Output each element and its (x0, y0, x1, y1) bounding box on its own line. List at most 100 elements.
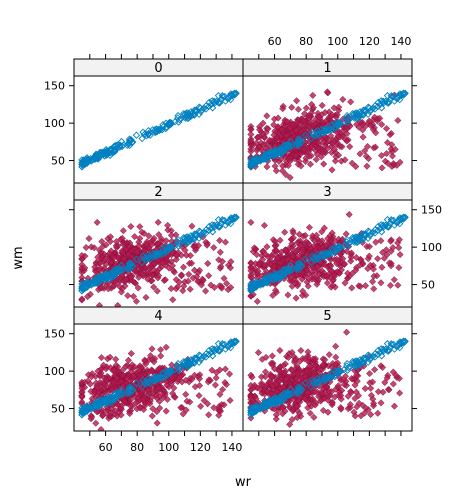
observed-point (320, 128, 328, 137)
observed-point (277, 145, 285, 153)
imputed-point (157, 346, 165, 354)
imputed-point (291, 356, 299, 364)
imputed-point (97, 371, 105, 379)
observed-point (197, 355, 205, 364)
imputed-point (378, 263, 386, 271)
imputed-point (250, 244, 258, 252)
imputed-point (254, 267, 262, 275)
imputed-point (284, 291, 292, 299)
imputed-point (106, 237, 114, 246)
observed-point (153, 127, 161, 136)
imputed-point (95, 301, 104, 307)
imputed-point (390, 276, 398, 284)
observed-point (322, 375, 330, 384)
imputed-point (311, 388, 319, 396)
imputed-point (311, 355, 319, 363)
y-tick-label-right: 50 (421, 279, 435, 292)
imputed-point (176, 373, 184, 381)
imputed-point (377, 279, 385, 287)
observed-point (295, 385, 303, 394)
imputed-point (370, 399, 378, 407)
observed-point (217, 219, 225, 228)
imputed-point (264, 253, 272, 261)
imputed-point (150, 234, 158, 242)
imputed-point (136, 404, 144, 412)
observed-point (334, 244, 342, 252)
imputed-point (348, 375, 356, 383)
imputed-point (145, 269, 153, 277)
imputed-point (148, 345, 156, 353)
observed-point (230, 89, 238, 98)
imputed-point (395, 236, 403, 244)
imputed-point (251, 381, 259, 389)
x-tick-label: 140 (221, 441, 242, 454)
imputed-point (365, 252, 373, 260)
imputed-point (163, 381, 171, 389)
observed-point (197, 231, 205, 240)
imputed-point (205, 376, 213, 384)
observed-point (93, 278, 101, 287)
observed-point (287, 390, 295, 399)
observed-point (126, 261, 134, 270)
panel-label: 2 (154, 185, 162, 200)
imputed-point (388, 152, 397, 160)
imputed-point (138, 270, 147, 278)
observed-point (207, 348, 215, 357)
observed-point (367, 230, 375, 238)
observed-point (367, 354, 375, 362)
observed-point (184, 362, 192, 371)
observed-point (227, 214, 235, 222)
imputed-point (305, 400, 314, 408)
imputed-point (134, 284, 142, 292)
imputed-point (348, 159, 356, 167)
imputed-point (322, 242, 330, 250)
imputed-point (268, 352, 276, 360)
imputed-point (356, 261, 364, 269)
imputed-point (294, 160, 302, 168)
imputed-point (126, 410, 134, 418)
observed-point (285, 389, 293, 397)
imputed-point (205, 272, 213, 280)
imputed-point (377, 237, 385, 245)
imputed-point (269, 382, 277, 390)
observed-point (118, 390, 126, 399)
imputed-point (361, 282, 370, 290)
imputed-point (132, 297, 140, 305)
imputed-point (269, 291, 277, 299)
imputed-point (186, 285, 194, 293)
imputed-point (365, 243, 374, 251)
observed-point (320, 376, 328, 385)
y-axis-label: wm (11, 246, 26, 269)
imputed-point (378, 164, 386, 172)
imputed-point (172, 276, 180, 284)
imputed-point (339, 255, 347, 263)
imputed-point (383, 139, 392, 147)
observed-point (262, 154, 270, 163)
imputed-point (282, 132, 291, 140)
imputed-point (396, 251, 404, 259)
imputed-point (182, 406, 190, 414)
observed-point (383, 340, 392, 348)
imputed-point (297, 248, 306, 256)
imputed-point (162, 377, 170, 385)
imputed-point (154, 384, 163, 392)
imputed-point (117, 288, 126, 296)
observed-point (83, 281, 91, 290)
imputed-point (78, 251, 86, 260)
imputed-point (383, 374, 391, 382)
observed-point (374, 226, 382, 235)
imputed-point (334, 382, 342, 390)
imputed-point (369, 265, 378, 273)
imputed-point (95, 266, 103, 274)
imputed-point (119, 371, 127, 379)
observed-point (399, 337, 407, 346)
imputed-point (120, 255, 128, 263)
imputed-point (277, 132, 285, 140)
observed-point (301, 131, 310, 139)
imputed-point (307, 143, 315, 151)
observed-point (351, 114, 359, 122)
observed-point (250, 160, 258, 168)
imputed-point (371, 366, 379, 374)
imputed-point (370, 272, 378, 280)
imputed-point (304, 357, 312, 366)
